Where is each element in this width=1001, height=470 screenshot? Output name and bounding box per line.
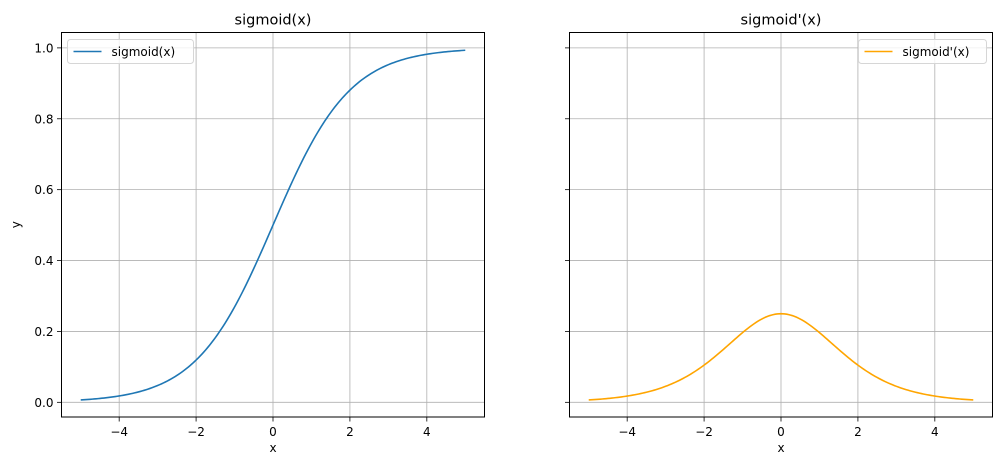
legend-label: sigmoid'(x) xyxy=(903,45,970,59)
legend: sigmoid'(x) xyxy=(858,39,987,64)
legend-box xyxy=(67,39,194,64)
subplot-1: −4 −2 0 2 4 0.0 0.2 0.4 0.6 0.8 1.0 sigmoid(x) x y sig… xyxy=(9,13,485,455)
x-tick-label: 4 xyxy=(423,425,431,439)
y-tick-label: 0.2 xyxy=(34,325,53,339)
series-line-1 xyxy=(588,312,974,401)
x-tick-label: 2 xyxy=(346,425,354,439)
x-tick-label: 4 xyxy=(931,425,939,439)
chart-title: sigmoid'(x) xyxy=(741,13,822,29)
x-axis-label: x xyxy=(777,441,784,455)
subplot-2: −4 −2 0 2 4 sigmoid'(x) x sigmoid'(x) xyxy=(565,13,993,455)
y-tick-label: 0.6 xyxy=(34,183,53,197)
axes-frame xyxy=(61,32,485,418)
x-tick-label: 2 xyxy=(854,425,862,439)
legend-label: sigmoid(x) xyxy=(112,45,176,59)
series-line-1 xyxy=(80,49,466,401)
y-tick-label: 0.8 xyxy=(34,112,53,126)
legend-box xyxy=(858,39,987,64)
legend: sigmoid(x) xyxy=(67,39,194,64)
y-tick-label: 0.0 xyxy=(34,396,53,410)
y-tick-label: 1.0 xyxy=(34,41,53,55)
x-tick-label: −4 xyxy=(618,425,636,439)
chart-title: sigmoid(x) xyxy=(235,13,312,29)
x-tick-label: −4 xyxy=(110,425,128,439)
y-axis-label: y xyxy=(9,221,23,228)
x-axis-label: x xyxy=(269,441,276,455)
x-tick-label: 0 xyxy=(269,425,277,439)
x-tick-label: −2 xyxy=(695,425,713,439)
y-tick-label: 0.4 xyxy=(34,254,53,268)
x-tick-label: −2 xyxy=(187,425,205,439)
x-tick-label: 0 xyxy=(777,425,785,439)
axes-frame xyxy=(569,32,993,418)
